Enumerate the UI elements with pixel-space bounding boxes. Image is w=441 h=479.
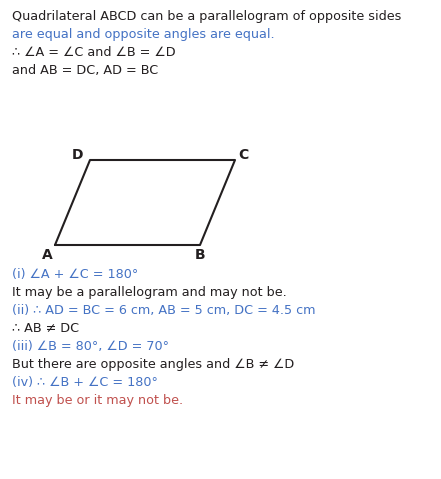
Text: are equal and opposite angles are equal.: are equal and opposite angles are equal. bbox=[12, 28, 275, 41]
Text: Quadrilateral ABCD can be a parallelogram of opposite sides: Quadrilateral ABCD can be a parallelogra… bbox=[12, 10, 401, 23]
Text: (iii) ∠B = 80°, ∠D = 70°: (iii) ∠B = 80°, ∠D = 70° bbox=[12, 340, 169, 353]
Text: (iv) ∴ ∠B + ∠C = 180°: (iv) ∴ ∠B + ∠C = 180° bbox=[12, 376, 158, 389]
Text: But there are opposite angles and ∠B ≠ ∠D: But there are opposite angles and ∠B ≠ ∠… bbox=[12, 358, 294, 371]
Text: ∴ AB ≠ DC: ∴ AB ≠ DC bbox=[12, 322, 79, 335]
Text: (i) ∠A + ∠C = 180°: (i) ∠A + ∠C = 180° bbox=[12, 268, 138, 281]
Text: B: B bbox=[195, 248, 206, 262]
Text: It may be a parallelogram and may not be.: It may be a parallelogram and may not be… bbox=[12, 286, 287, 299]
Text: C: C bbox=[238, 148, 248, 162]
Text: (ii) ∴ AD = BC = 6 cm, AB = 5 cm, DC = 4.5 cm: (ii) ∴ AD = BC = 6 cm, AB = 5 cm, DC = 4… bbox=[12, 304, 315, 317]
Text: ∴ ∠A = ∠C and ∠B = ∠D: ∴ ∠A = ∠C and ∠B = ∠D bbox=[12, 46, 176, 59]
Text: and AB = DC, AD = BC: and AB = DC, AD = BC bbox=[12, 64, 158, 77]
Text: D: D bbox=[72, 148, 83, 162]
Text: A: A bbox=[42, 248, 53, 262]
Text: It may be or it may not be.: It may be or it may not be. bbox=[12, 394, 183, 407]
